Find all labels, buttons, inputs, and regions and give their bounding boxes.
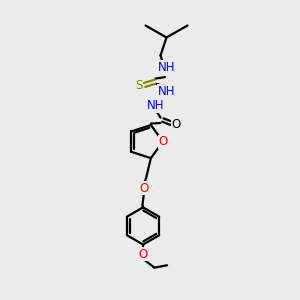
Text: NH: NH [147, 99, 164, 112]
Text: NH: NH [158, 85, 175, 98]
Text: O: O [158, 135, 167, 148]
Text: O: O [139, 248, 148, 261]
Text: NH: NH [158, 61, 175, 74]
Text: O: O [140, 182, 148, 195]
Text: S: S [136, 79, 143, 92]
Text: O: O [172, 118, 181, 131]
